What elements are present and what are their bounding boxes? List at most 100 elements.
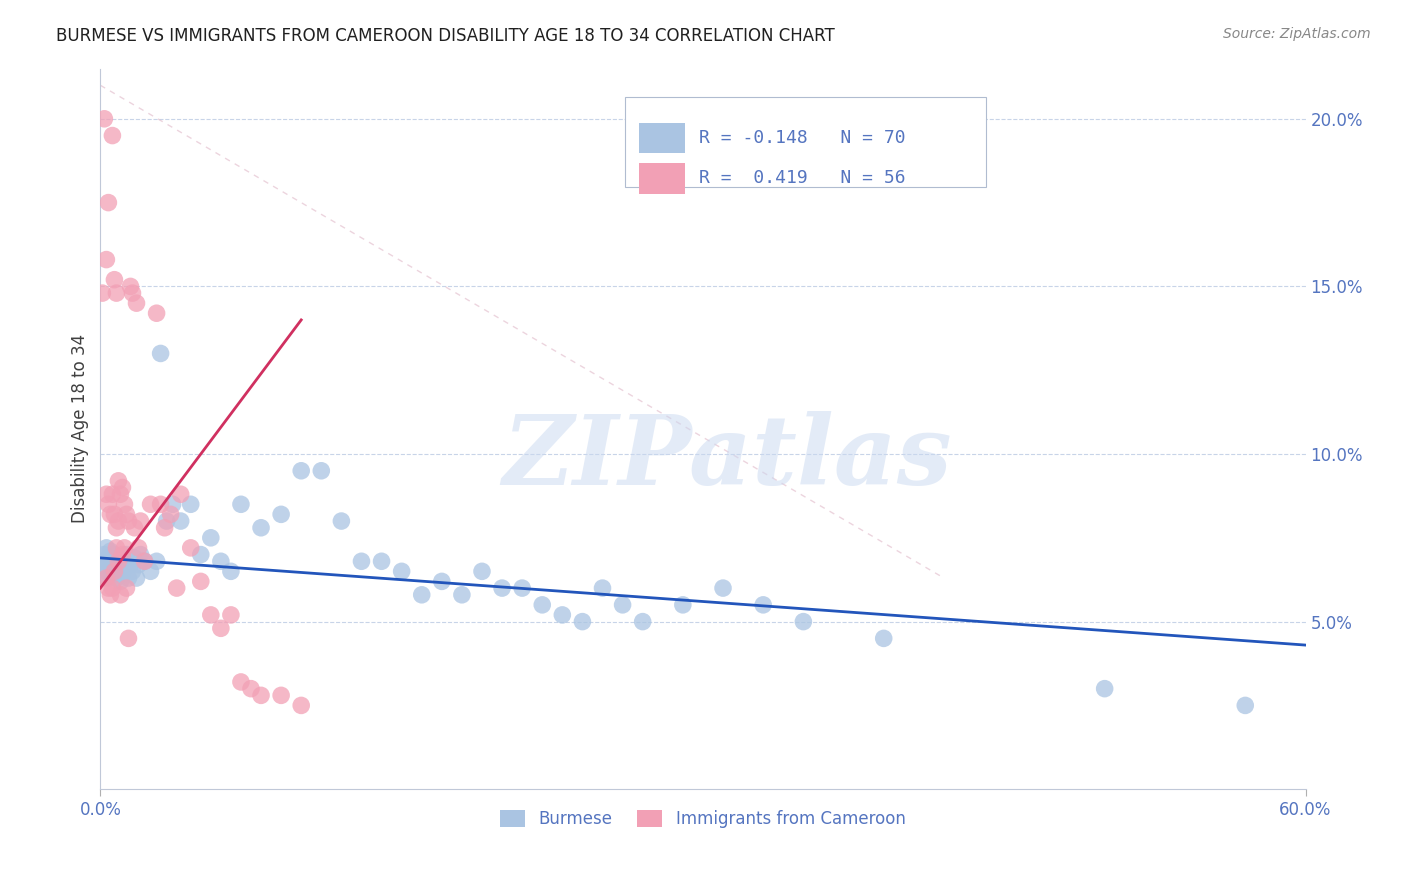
Point <box>103 565 125 579</box>
Point <box>1094 681 1116 696</box>
Point <box>120 279 142 293</box>
Point <box>105 521 128 535</box>
Point <box>153 521 176 535</box>
Point <box>115 508 138 522</box>
Point <box>510 581 533 595</box>
Point <box>96 252 118 267</box>
Point <box>139 497 162 511</box>
Point <box>111 548 134 562</box>
Point <box>93 561 115 575</box>
Point <box>105 571 128 585</box>
Point <box>631 615 654 629</box>
Point <box>101 567 124 582</box>
Point <box>103 508 125 522</box>
Point <box>170 514 193 528</box>
Point <box>180 541 202 555</box>
Point <box>128 558 150 572</box>
Point <box>873 632 896 646</box>
Point <box>571 615 593 629</box>
Point <box>110 588 132 602</box>
Point <box>117 514 139 528</box>
Point <box>162 497 184 511</box>
Point <box>270 689 292 703</box>
Point <box>134 554 156 568</box>
Point <box>110 574 132 589</box>
Point <box>121 286 143 301</box>
Point <box>91 554 114 568</box>
Point <box>114 561 136 575</box>
Point <box>145 554 167 568</box>
Point <box>111 481 134 495</box>
Point <box>156 514 179 528</box>
Point <box>219 565 242 579</box>
Point <box>451 588 474 602</box>
Point <box>121 565 143 579</box>
Point <box>180 497 202 511</box>
Point <box>391 565 413 579</box>
Point <box>792 615 814 629</box>
Point <box>430 574 453 589</box>
Point <box>491 581 513 595</box>
Point <box>229 497 252 511</box>
Point <box>129 548 152 562</box>
Text: R =  0.419   N = 56: R = 0.419 N = 56 <box>699 169 905 187</box>
Point <box>330 514 353 528</box>
Point <box>114 541 136 555</box>
Point <box>101 487 124 501</box>
Point <box>97 571 120 585</box>
Point <box>107 550 129 565</box>
Point <box>100 508 122 522</box>
Point <box>134 554 156 568</box>
Point <box>93 548 115 562</box>
Point <box>290 698 312 713</box>
Point <box>103 561 125 575</box>
Point <box>124 550 146 565</box>
Point <box>96 541 118 555</box>
Point <box>105 541 128 555</box>
Point <box>125 571 148 585</box>
Point <box>103 273 125 287</box>
Point <box>190 574 212 589</box>
Point <box>93 112 115 126</box>
Point <box>270 508 292 522</box>
Point <box>471 565 494 579</box>
Point <box>200 607 222 622</box>
Point <box>100 588 122 602</box>
Point <box>107 554 129 568</box>
Point <box>209 554 232 568</box>
Point <box>96 487 118 501</box>
Point <box>96 571 118 585</box>
Point <box>200 531 222 545</box>
Point <box>101 128 124 143</box>
Point <box>250 689 273 703</box>
Point <box>124 521 146 535</box>
Point <box>117 632 139 646</box>
Point <box>592 581 614 595</box>
Point <box>159 508 181 522</box>
Point <box>139 565 162 579</box>
Text: ZIPatlas: ZIPatlas <box>502 410 952 505</box>
Text: BURMESE VS IMMIGRANTS FROM CAMEROON DISABILITY AGE 18 TO 34 CORRELATION CHART: BURMESE VS IMMIGRANTS FROM CAMEROON DISA… <box>56 27 835 45</box>
Point <box>115 548 138 562</box>
Point <box>711 581 734 595</box>
Point <box>672 598 695 612</box>
FancyBboxPatch shape <box>640 163 685 194</box>
Point <box>97 581 120 595</box>
Text: Source: ZipAtlas.com: Source: ZipAtlas.com <box>1223 27 1371 41</box>
Point <box>100 544 122 558</box>
Point <box>114 497 136 511</box>
Point <box>752 598 775 612</box>
Point <box>209 621 232 635</box>
Point <box>370 554 392 568</box>
Point <box>103 548 125 562</box>
Point <box>166 581 188 595</box>
Point <box>1234 698 1257 713</box>
Point <box>97 550 120 565</box>
Point <box>107 474 129 488</box>
Point <box>120 558 142 572</box>
Point <box>190 548 212 562</box>
FancyBboxPatch shape <box>640 123 685 153</box>
Point <box>129 514 152 528</box>
Point <box>411 588 433 602</box>
Legend: Burmese, Immigrants from Cameroon: Burmese, Immigrants from Cameroon <box>494 804 912 835</box>
